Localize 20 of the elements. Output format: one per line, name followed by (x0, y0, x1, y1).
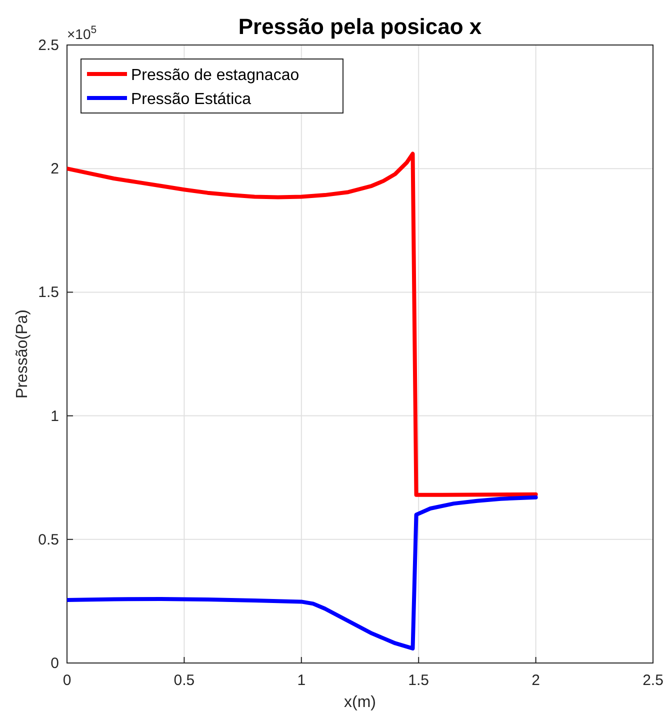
y-tick-label: 0.5 (38, 531, 59, 548)
y-tick-label: 2.5 (38, 37, 59, 54)
y-tick-label: 0 (50, 655, 59, 672)
x-axis-title: x(m) (344, 694, 376, 711)
y-axis-title: Pressão(Pa) (14, 310, 31, 398)
y-tick-label: 1 (50, 408, 59, 425)
y-tick-label: 1.5 (38, 284, 59, 302)
text: ×10$^{5}$ (67, 24, 97, 42)
line-series (67, 495, 538, 650)
y-tick-label: 2 (50, 160, 59, 178)
chart-title: Pressão pela posicao x (238, 14, 482, 39)
x-tick-label: 0 (62, 672, 72, 689)
x-tick-label: 1.5 (408, 672, 430, 689)
line-series (67, 152, 538, 497)
legend-label: Pressão Estática (131, 91, 252, 108)
x-tick-label: 0.5 (174, 672, 195, 689)
x-tick-label: 1 (297, 672, 306, 689)
legend-label: Pressão de estagnacao (131, 67, 300, 84)
x-tick-label: 2.5 (642, 672, 664, 689)
x-tick-label: 2 (532, 672, 540, 689)
